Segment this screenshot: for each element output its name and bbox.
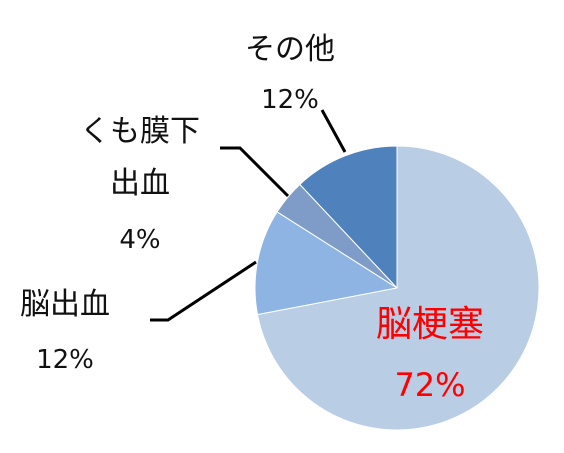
- category-label: 脳出血: [20, 287, 110, 322]
- value-label: 4%: [119, 225, 161, 255]
- leader-line: [320, 109, 347, 153]
- leader-line: [220, 146, 290, 198]
- category-label: その他: [245, 32, 335, 67]
- value-label: 12%: [36, 345, 94, 375]
- value-label: 72%: [394, 366, 466, 404]
- pie-slice: [256, 145, 540, 431]
- leader-line: [150, 260, 257, 322]
- value-label: 12%: [261, 85, 319, 115]
- category-label: 脳梗塞: [375, 304, 485, 345]
- pie-slice: [254, 211, 399, 316]
- pie-slice: [299, 145, 398, 290]
- category-label: くも膜下 出血: [80, 114, 200, 201]
